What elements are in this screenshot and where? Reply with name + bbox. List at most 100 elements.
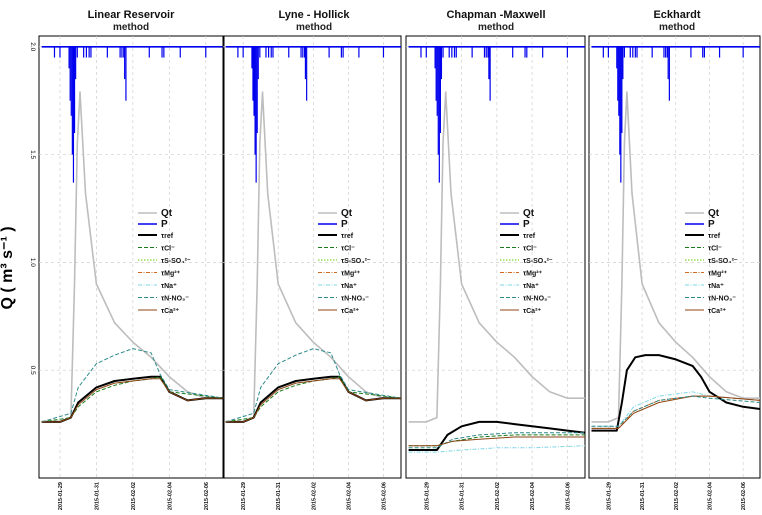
panel-eckhardt: Eckhardt method 2015-01-29 2015-01-31 20… [588, 9, 761, 510]
series-n-no-line [41, 348, 225, 423]
y-tick-labels: 0.5 1.0 1.5 2.0 [29, 42, 36, 375]
legend-label: Qt [341, 208, 353, 219]
x-tick-label: 2015-01-29 [58, 482, 64, 510]
panel-title: Eckhardt [653, 9, 700, 21]
series-n-no-line [591, 395, 761, 427]
x-tick-label: 2015-01-31 [460, 482, 466, 510]
x-tick-label: 2015-01-29 [241, 482, 247, 510]
legend-label: τCa²⁺ [523, 308, 541, 315]
x-tick-label: 2015-01-31 [94, 482, 100, 510]
panel-chapman-maxwell: Chapman -Maxwell method 2015-01-29 2015-… [405, 9, 586, 510]
x-tick-label: 2015-01-31 [640, 482, 646, 510]
panel-subtitle: method [296, 22, 332, 33]
y-axis-label: Q ( m³ s⁻¹ ) [0, 226, 16, 309]
series-cl-line [41, 376, 225, 423]
series-qt-line [225, 91, 401, 423]
legend-label: τN-NO₃⁻ [523, 296, 551, 303]
x-tick-label: 2015-01-29 [606, 482, 612, 510]
x-tick-label: 2015-02-06 [741, 482, 747, 510]
x-tick-labels: 2015-01-29 2015-01-31 2015-02-02 2015-02… [424, 481, 571, 510]
panel-title: Linear Reservoir [88, 9, 176, 21]
series-layer [591, 45, 761, 432]
legend-label: τref [523, 233, 536, 240]
series-n-no-line [408, 432, 585, 449]
legend-label: Qt [523, 208, 535, 219]
panel-linear-reservoir: Linear Reservoir method 0.5 1.0 1.5 2.0 … [29, 9, 225, 510]
legend-label: τMg²⁺ [161, 271, 181, 278]
legend-label: τCl⁻ [161, 246, 175, 253]
panel-lyne-hollick: Lyne - Hollick method 2015-01-29 2015-01… [222, 9, 402, 510]
x-tick-labels: 2015-01-29 2015-01-31 2015-02-02 2015-02… [241, 481, 387, 510]
legend-label: τS-SO₄²⁻ [708, 258, 738, 265]
series-mg-line [591, 395, 761, 429]
x-tick-label: 2015-02-06 [565, 482, 571, 510]
x-tick-label: 2015-02-02 [674, 482, 680, 510]
series-ca-line [225, 378, 401, 423]
legend-label: Qt [708, 208, 720, 219]
x-tick-label: 2015-02-04 [167, 481, 173, 510]
panel-subtitle: method [113, 22, 149, 33]
legend-label: P [341, 219, 348, 230]
legend-label: τref [708, 233, 721, 240]
plot-frame [38, 35, 225, 479]
x-tick-label: 2015-01-31 [276, 482, 282, 510]
y-tick-label: 1.0 [29, 258, 36, 267]
legend-label: τNa⁺ [161, 283, 177, 290]
legend-label: τNa⁺ [341, 283, 357, 290]
x-tick-label: 2015-02-02 [311, 482, 317, 510]
series-ca-line [408, 436, 585, 447]
x-tick-label: 2015-02-04 [346, 481, 352, 510]
series-cl-line [225, 376, 402, 423]
legend-label: τMg²⁺ [341, 271, 361, 278]
series-ref-line [408, 420, 586, 451]
legend-label: P [161, 219, 168, 230]
x-tick-labels: 2015-01-29 2015-01-31 2015-02-02 2015-02… [606, 481, 747, 510]
series-ref-line [591, 354, 761, 432]
x-tick-labels: 2015-01-29 2015-01-31 2015-02-02 2015-02… [58, 481, 210, 510]
series-qt-line [591, 91, 760, 423]
gridlines [589, 36, 760, 478]
legend-label: τref [161, 233, 174, 240]
x-tick-label: 2015-02-04 [530, 481, 536, 510]
legend-label: τS-SO₄²⁻ [161, 258, 191, 265]
series-ca-line [41, 378, 224, 423]
x-tick-label: 2015-02-02 [131, 482, 137, 510]
x-tick-label: 2015-01-29 [424, 482, 430, 510]
series-qt-line [408, 91, 585, 423]
legend-label: τNa⁺ [708, 283, 724, 290]
gridlines [406, 36, 585, 478]
legend-label: τCl⁻ [341, 246, 355, 253]
series-n-no-line [225, 348, 402, 423]
legend-label: τref [341, 233, 354, 240]
series-layer [225, 45, 402, 423]
legend-label: P [708, 219, 715, 230]
legend-label: τN-NO₃⁻ [161, 296, 189, 303]
series-qt-line [41, 91, 224, 423]
y-tick-label: 1.5 [29, 150, 36, 159]
plot-frame [405, 35, 586, 479]
x-tick-label: 2015-02-06 [381, 482, 387, 510]
legend-label: τCa²⁺ [161, 308, 179, 315]
gridlines [223, 36, 401, 478]
plot-frame [588, 35, 761, 479]
legend-label: P [523, 219, 530, 230]
legend-label: τN-NO₃⁻ [708, 296, 736, 303]
legend-label: τMg²⁺ [523, 271, 543, 278]
legend-label: τN-NO₃⁻ [341, 296, 369, 303]
legend-label: τS-SO₄²⁻ [341, 258, 371, 265]
panel-title: Lyne - Hollick [278, 9, 350, 21]
legend-label: Qt [161, 208, 173, 219]
legend-label: τNa⁺ [523, 283, 539, 290]
panel-subtitle: method [478, 22, 514, 33]
x-tick-label: 2015-02-04 [707, 481, 713, 510]
legend-label: τS-SO₄²⁻ [523, 258, 553, 265]
legend-label: τCa²⁺ [341, 308, 359, 315]
x-tick-label: 2015-02-02 [495, 482, 501, 510]
legend-label: τCl⁻ [708, 246, 722, 253]
gridlines [39, 36, 224, 478]
panel-subtitle: method [659, 22, 695, 33]
